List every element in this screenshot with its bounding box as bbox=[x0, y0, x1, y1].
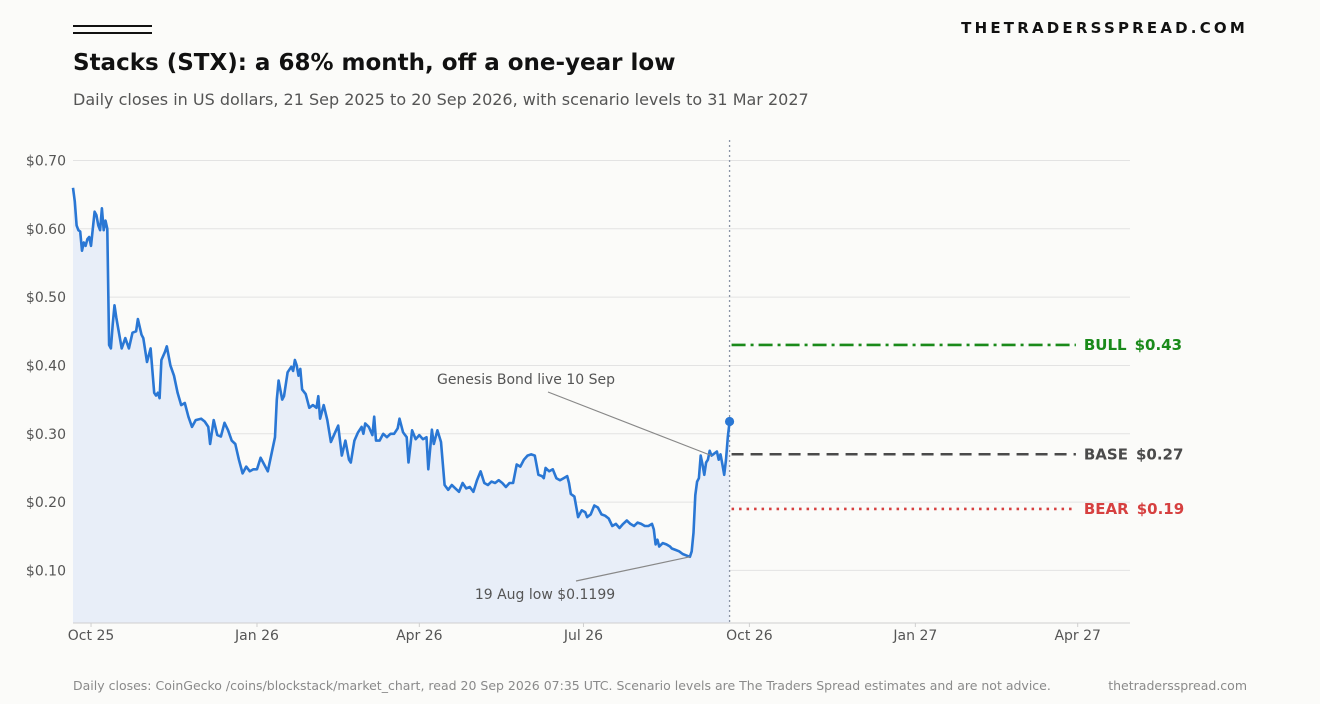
chart-subtitle: Daily closes in US dollars, 21 Sep 2025 … bbox=[73, 90, 809, 109]
y-tick-label: $0.70 bbox=[26, 153, 66, 169]
x-tick-label: Oct 25 bbox=[68, 628, 114, 644]
annotation-layer: Genesis Bond live 10 Sep 19 Aug low $0.11… bbox=[437, 372, 712, 603]
scenario-label-base: BASE $0.27 bbox=[1084, 445, 1184, 463]
annotation-genesis-bond: Genesis Bond live 10 Sep bbox=[437, 372, 615, 388]
scenario-label-bull: BULL $0.43 bbox=[1084, 336, 1182, 354]
last-price-dot bbox=[724, 416, 735, 427]
scenario-layer: BULL $0.43 BASE $0.27 BEAR $0.19 bbox=[728, 140, 1184, 623]
header-rule-second bbox=[73, 32, 152, 34]
y-tick-label: $0.50 bbox=[26, 290, 66, 306]
area-layer bbox=[73, 187, 730, 624]
y-tick-label: $0.30 bbox=[26, 427, 66, 443]
x-tick-label: Oct 26 bbox=[726, 628, 773, 644]
footer-site-link[interactable]: thetradersspread.com bbox=[1108, 678, 1247, 693]
y-tick-label: $0.60 bbox=[26, 222, 66, 238]
x-tick-label: Apr 26 bbox=[396, 628, 443, 644]
footer-source: Daily closes: CoinGecko /coins/blockstac… bbox=[73, 678, 1051, 693]
x-tick-label: Apr 27 bbox=[1054, 628, 1100, 644]
price-line bbox=[71, 187, 731, 559]
scenario-label-bear: BEAR $0.19 bbox=[1084, 500, 1184, 518]
annotation-leader-low bbox=[575, 556, 691, 582]
x-tick-label: Jul 26 bbox=[563, 628, 603, 644]
axis-layer: $0.10 $0.20 $0.30 $0.40 $0.50 $0.60 $0.70 Oct 2… bbox=[26, 153, 1130, 644]
y-tick-label: $0.10 bbox=[26, 563, 66, 579]
chart-title: Stacks (STX): a 68% month, off a one-yea… bbox=[73, 50, 676, 76]
brand-name[interactable]: THETRADERSSPREAD.COM bbox=[961, 19, 1248, 37]
y-tick-label: $0.20 bbox=[26, 495, 66, 511]
annotation-leader-genesis bbox=[547, 391, 712, 457]
price-area bbox=[73, 187, 730, 624]
x-tick-label: Jan 27 bbox=[892, 628, 937, 644]
annotation-aug-low: 19 Aug low $0.1199 bbox=[475, 587, 615, 603]
line-layer bbox=[71, 187, 735, 559]
y-tick-label: $0.40 bbox=[26, 358, 66, 374]
header-rule bbox=[73, 25, 152, 27]
grid-layer bbox=[73, 159, 1130, 571]
x-tick-label: Jan 26 bbox=[234, 628, 279, 644]
